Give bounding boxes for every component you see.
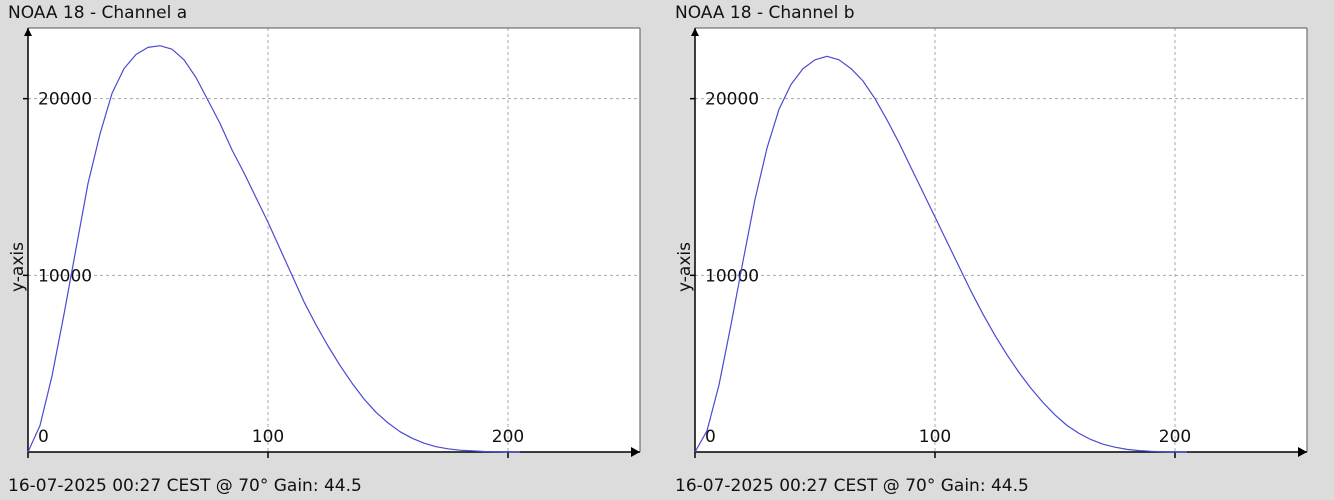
chart-plot: 0 100 200 10000 20000	[23, 27, 641, 458]
chart-title: NOAA 18 - Channel b	[675, 3, 855, 23]
y-tick-label: 20000	[705, 90, 759, 110]
y-tick-label: 10000	[705, 266, 759, 286]
chart-title: NOAA 18 - Channel a	[8, 3, 188, 23]
chart-panel-channel-a: NOAA 18 - Channel a y-axis 0 100 200 10000 2…	[8, 3, 641, 496]
x-axis-arrow-icon	[1298, 447, 1307, 457]
x-tick-label: 0	[38, 427, 49, 447]
chart-plot: 0 100 200 10000 20000	[690, 27, 1308, 458]
y-axis-arrow-icon	[24, 28, 32, 36]
x-tick-label: 100	[252, 427, 284, 447]
y-tick-label: 20000	[38, 90, 92, 110]
series-line	[694, 55, 1188, 453]
x-tick-label: 100	[919, 427, 951, 447]
x-axis-arrow-icon	[631, 447, 640, 457]
chart-footer: 16-07-2025 00:27 CEST @ 70° Gain: 44.5	[675, 476, 1029, 496]
plot-area	[28, 28, 640, 452]
y-tick-label: 10000	[38, 266, 92, 286]
series-line	[27, 45, 521, 453]
x-tick-label: 200	[1159, 427, 1191, 447]
chart-panel-channel-b: NOAA 18 - Channel b y-axis 0 100 200 10000 2…	[667, 0, 1334, 500]
chart-footer: 16-07-2025 00:27 CEST @ 70° Gain: 44.5	[8, 476, 362, 496]
x-tick-label: 200	[492, 427, 524, 447]
y-axis-arrow-icon	[691, 28, 699, 36]
plot-area	[695, 28, 1307, 452]
x-tick-label: 0	[705, 427, 716, 447]
